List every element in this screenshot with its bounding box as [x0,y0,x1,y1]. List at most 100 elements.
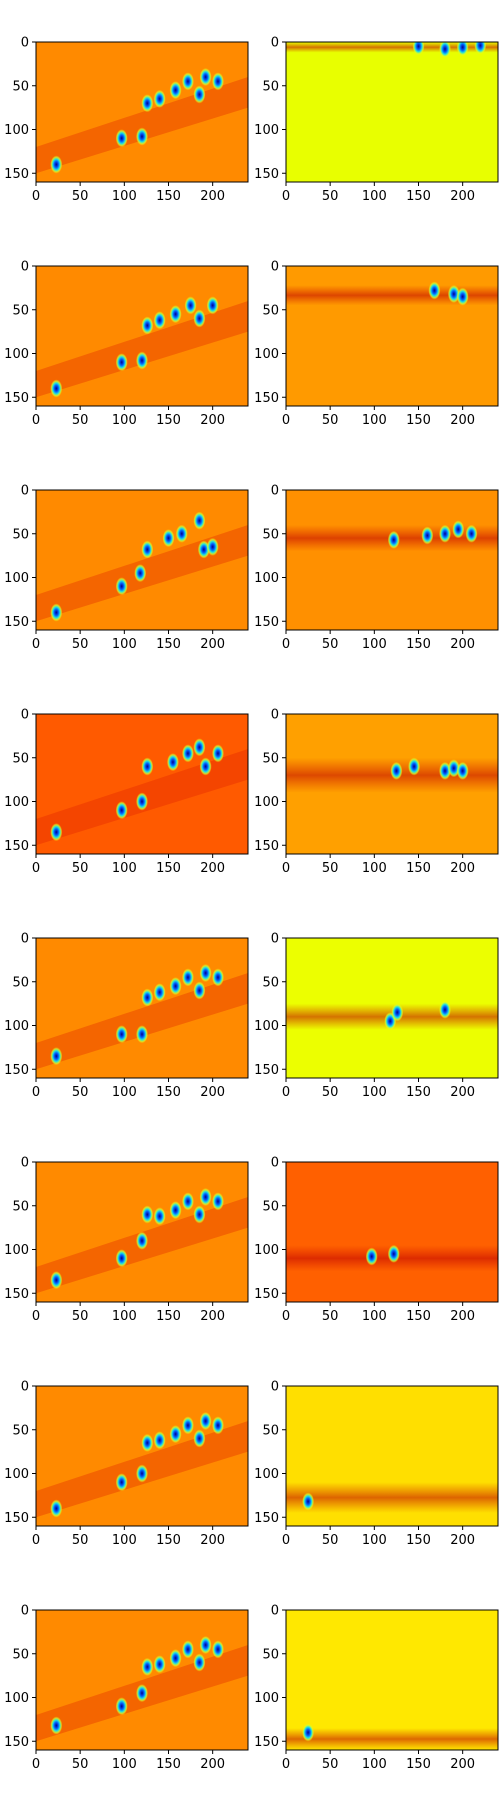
blob [50,155,63,174]
y-tick-label: 150 [254,839,279,854]
x-tick-label: 0 [282,189,290,204]
blob [302,1492,315,1511]
y-tick-label: 100 [254,1691,279,1706]
panel-frame [285,713,499,855]
blob [169,977,182,996]
heatmap-panel: 0 50 100 150 200 0 50 100 150 [254,1156,499,1324]
blob [136,127,148,146]
y-tick-label: 100 [254,347,279,362]
heatmap-panel: 0 50 100 150 200 0 50 100 150 [4,36,249,204]
blob [136,1684,148,1703]
band [36,301,248,398]
blob [162,529,175,548]
y-tick-label: 150 [254,1511,279,1526]
x-tick-label: 0 [32,1085,40,1100]
blob [428,281,441,300]
blob [439,524,451,543]
y-tick-label: 150 [4,615,29,630]
panel-frame [285,937,499,1079]
y-tick-label: 150 [254,1063,279,1078]
blob [206,537,219,556]
heatmap-panel: 0 50 100 150 200 0 50 100 150 [254,484,499,652]
x-tick-label: 100 [362,1085,387,1100]
band [36,973,248,1070]
x-tick-label: 200 [200,1309,225,1324]
y-tick-label: 0 [271,36,279,51]
blob [50,1499,63,1518]
blob [136,351,148,370]
x-tick-label: 150 [406,189,431,204]
x-tick-label: 150 [156,1533,181,1548]
blob [387,530,400,549]
blob [211,72,224,91]
x-tick-label: 100 [112,1085,137,1100]
y-tick-label: 100 [4,571,29,586]
x-tick-label: 0 [32,861,40,876]
x-tick-label: 200 [450,637,475,652]
panel-frame [35,713,249,855]
blob [50,1047,63,1066]
y-tick-label: 150 [254,615,279,630]
panel-background [36,42,248,182]
blob [115,1025,128,1044]
heatmap-panel: 0 50 100 150 200 0 50 100 150 [254,932,499,1100]
x-tick-label: 150 [156,861,181,876]
y-tick-label: 50 [12,303,29,318]
panel-background [36,714,248,854]
blob [115,1473,128,1492]
x-tick-label: 50 [72,861,89,876]
blob [169,1201,182,1220]
x-tick-label: 200 [450,189,475,204]
x-tick-label: 100 [112,1533,137,1548]
blob [50,1271,63,1290]
y-tick-label: 0 [271,708,279,723]
panel-frame [35,937,249,1079]
y-tick-label: 150 [4,1511,29,1526]
x-tick-label: 200 [200,189,225,204]
y-tick-label: 50 [12,1423,29,1438]
blob [391,1003,404,1022]
blob [141,1657,154,1676]
y-tick-label: 150 [4,839,29,854]
panel-background [36,1386,248,1526]
x-tick-label: 100 [362,1757,387,1772]
y-tick-label: 0 [271,1380,279,1395]
y-tick-label: 150 [254,1735,279,1750]
blob [141,540,154,559]
x-tick-label: 0 [282,861,290,876]
blob [302,1723,315,1742]
x-tick-label: 100 [362,189,387,204]
y-tick-label: 0 [21,1380,29,1395]
blob [193,1205,206,1224]
blob [115,353,128,372]
y-tick-label: 100 [4,1243,29,1258]
blob [421,526,434,545]
panel-frame [285,1161,499,1303]
panel-background [36,938,248,1078]
blob [115,1249,128,1268]
blob [153,89,166,108]
blob [365,1247,378,1266]
y-tick-label: 0 [271,260,279,275]
x-tick-label: 50 [322,1533,339,1548]
y-tick-label: 0 [21,1156,29,1171]
x-tick-label: 50 [72,1757,89,1772]
y-tick-label: 50 [262,1423,279,1438]
blob [456,42,469,57]
y-tick-label: 50 [262,527,279,542]
x-tick-label: 150 [406,1533,431,1548]
blob [465,524,478,543]
y-tick-label: 0 [271,932,279,947]
y-tick-label: 50 [12,527,29,542]
x-tick-label: 150 [406,1309,431,1324]
y-tick-label: 100 [4,1467,29,1482]
y-tick-label: 100 [4,123,29,138]
x-tick-label: 150 [156,189,181,204]
blob [211,1640,224,1659]
blob [169,1425,182,1444]
x-tick-label: 150 [406,1757,431,1772]
blob [115,129,128,148]
blob [181,1416,194,1435]
y-tick-label: 0 [21,260,29,275]
y-tick-label: 50 [12,751,29,766]
